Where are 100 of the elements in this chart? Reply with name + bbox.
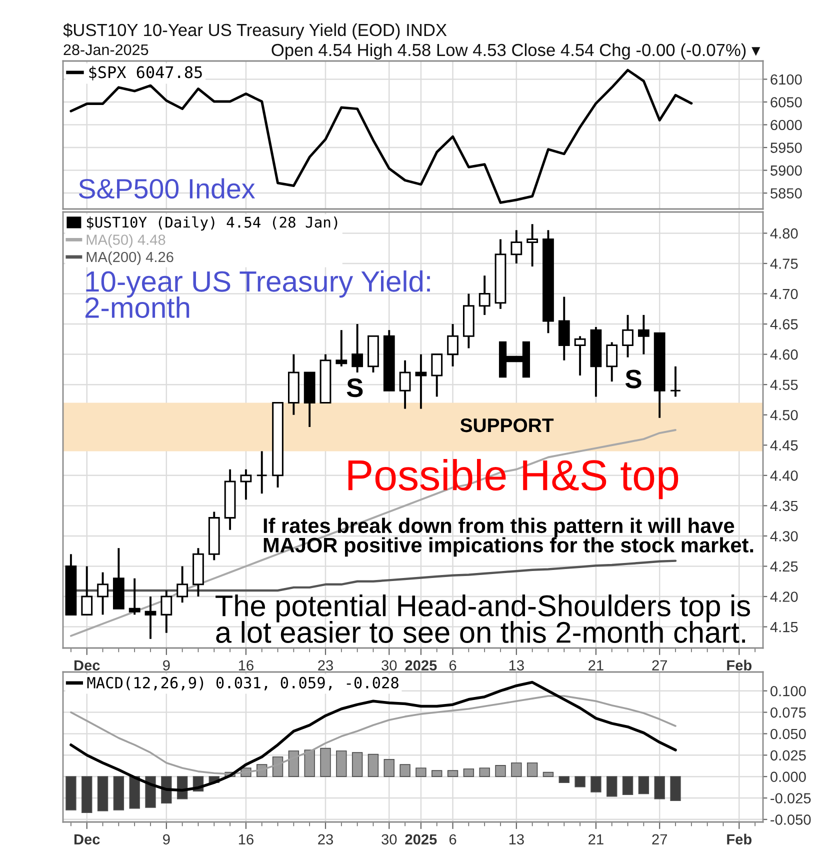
- bar: [670, 776, 681, 801]
- x-tick-label: 23: [318, 834, 333, 845]
- candlestick: [144, 596, 156, 640]
- candlestick: [574, 335, 586, 376]
- x-tick-label: 30: [382, 834, 397, 845]
- candlestick: [526, 223, 538, 268]
- y-tick-label: 0.100: [770, 686, 806, 696]
- x-tick-label: 23: [318, 660, 333, 671]
- bar: [511, 762, 522, 777]
- y-tick-label: 0.075: [770, 707, 806, 718]
- bar: [558, 776, 570, 783]
- bar: [400, 764, 410, 777]
- x-tick-label: 2025: [405, 834, 437, 845]
- bar: [384, 759, 394, 777]
- x-tick-label: 21: [588, 834, 604, 844]
- y-tick-label: -0.050: [770, 814, 811, 825]
- x-tick-label: 30: [382, 660, 397, 671]
- legend-label: $UST10Y (Daily) 4.54 (28 Jan): [86, 216, 338, 231]
- bar: [495, 765, 506, 777]
- y-tick-label: 0.050: [770, 728, 806, 740]
- candlestick: [638, 314, 650, 356]
- bar: [638, 776, 650, 794]
- y-tick-label: 4.70: [770, 288, 798, 300]
- y-tick-label: 4.80: [770, 228, 798, 239]
- y-tick-label: 4.50: [770, 410, 798, 420]
- y-tick-label: 4.55: [770, 380, 798, 390]
- y-tick-label: 6100: [770, 74, 802, 85]
- x-tick-label: 16: [238, 660, 254, 671]
- y-tick-label: 4.65: [770, 319, 798, 330]
- x-tick-label: Dec: [74, 660, 100, 671]
- candlestick: [256, 450, 268, 495]
- candlestick: [622, 314, 634, 358]
- annotation: The potential Head-and-Shoulders top is a lot easier to see on this 2-month chart.: [216, 594, 750, 643]
- bar: [352, 752, 363, 777]
- candlestick: [352, 323, 364, 374]
- y-tick-label: 4.45: [770, 440, 798, 451]
- candlestick: [97, 571, 108, 616]
- y-tick-label: 4.75: [770, 258, 798, 269]
- y-tick-label: 6000: [770, 120, 802, 130]
- x-tick-label: 13: [509, 834, 524, 845]
- y-tick-label: 0.025: [770, 750, 806, 761]
- bar: [606, 776, 618, 797]
- candlestick: [478, 274, 490, 316]
- y-tick-label: 5950: [770, 142, 802, 153]
- annotation: S&P500 Index: [78, 178, 255, 199]
- legend-label: MA(50) 4.48: [86, 234, 166, 248]
- x-tick-label: 13: [509, 660, 524, 671]
- x-tick-label: 16: [238, 834, 254, 845]
- legend-label: MA(200) 4.26: [86, 251, 174, 266]
- x-tick-label: 21: [588, 660, 604, 670]
- y-tick-label: 4.35: [770, 500, 798, 512]
- bar: [82, 776, 92, 813]
- x-tick-label: Dec: [74, 834, 100, 845]
- y-tick-label: 4.25: [770, 561, 798, 572]
- annotation: S: [625, 370, 642, 388]
- x-tick-label: 27: [652, 660, 667, 670]
- candlestick: [128, 577, 140, 616]
- annotation: H: [498, 341, 530, 378]
- x-tick-label: 2025: [405, 660, 437, 671]
- legend-label: MACD(12,26,9) 0.031, 0.059, -0.028: [87, 676, 398, 690]
- y-tick-label: 4.30: [770, 531, 798, 542]
- line-series: [70, 695, 676, 775]
- bar: [113, 776, 124, 810]
- bar: [66, 776, 76, 810]
- y-tick-label: -0.025: [770, 793, 811, 804]
- x-tick-label: Feb: [727, 834, 752, 845]
- bar: [479, 768, 490, 777]
- bar: [574, 776, 586, 788]
- bar: [97, 776, 108, 812]
- bar: [447, 770, 458, 777]
- chart-subtitle: 28-Jan-2025: [64, 44, 148, 56]
- candlestick: [670, 365, 682, 398]
- x-tick-label: Feb: [727, 660, 752, 671]
- bar: [526, 762, 538, 777]
- band-label: SUPPORT: [460, 418, 554, 432]
- bar: [368, 754, 379, 777]
- candlestick: [447, 323, 458, 368]
- annotation: Possible H&S top: [348, 458, 678, 500]
- text: Open 4.54 High 4.58 Low 4.53 Close 4.54 Chg -0.00 (-0.07%) ▾: [272, 43, 760, 60]
- candlestick: [176, 565, 188, 604]
- annotation: If rates break down from this pattern it will have MAJOR positive impications for the stock market.: [264, 518, 754, 557]
- y-tick-label: 6050: [770, 97, 802, 108]
- candlestick: [510, 229, 522, 264]
- bar: [336, 750, 347, 777]
- y-tick-label: 4.20: [770, 592, 798, 602]
- y-tick-label: 5850: [770, 188, 802, 198]
- bar: [463, 768, 474, 777]
- candlestick: [415, 353, 427, 410]
- bar: [542, 772, 554, 777]
- candlestick: [336, 329, 348, 368]
- bar: [590, 776, 602, 792]
- annotation: S: [346, 378, 363, 398]
- bar: [654, 776, 665, 800]
- candlestick: [81, 565, 93, 616]
- x-tick-label: 6: [449, 834, 456, 845]
- y-tick-label: 5900: [770, 165, 802, 176]
- x-tick-label: 9: [163, 834, 170, 845]
- y-tick-label: 4.60: [770, 349, 798, 360]
- candlestick: [431, 353, 443, 398]
- x-tick-label: 27: [652, 834, 667, 844]
